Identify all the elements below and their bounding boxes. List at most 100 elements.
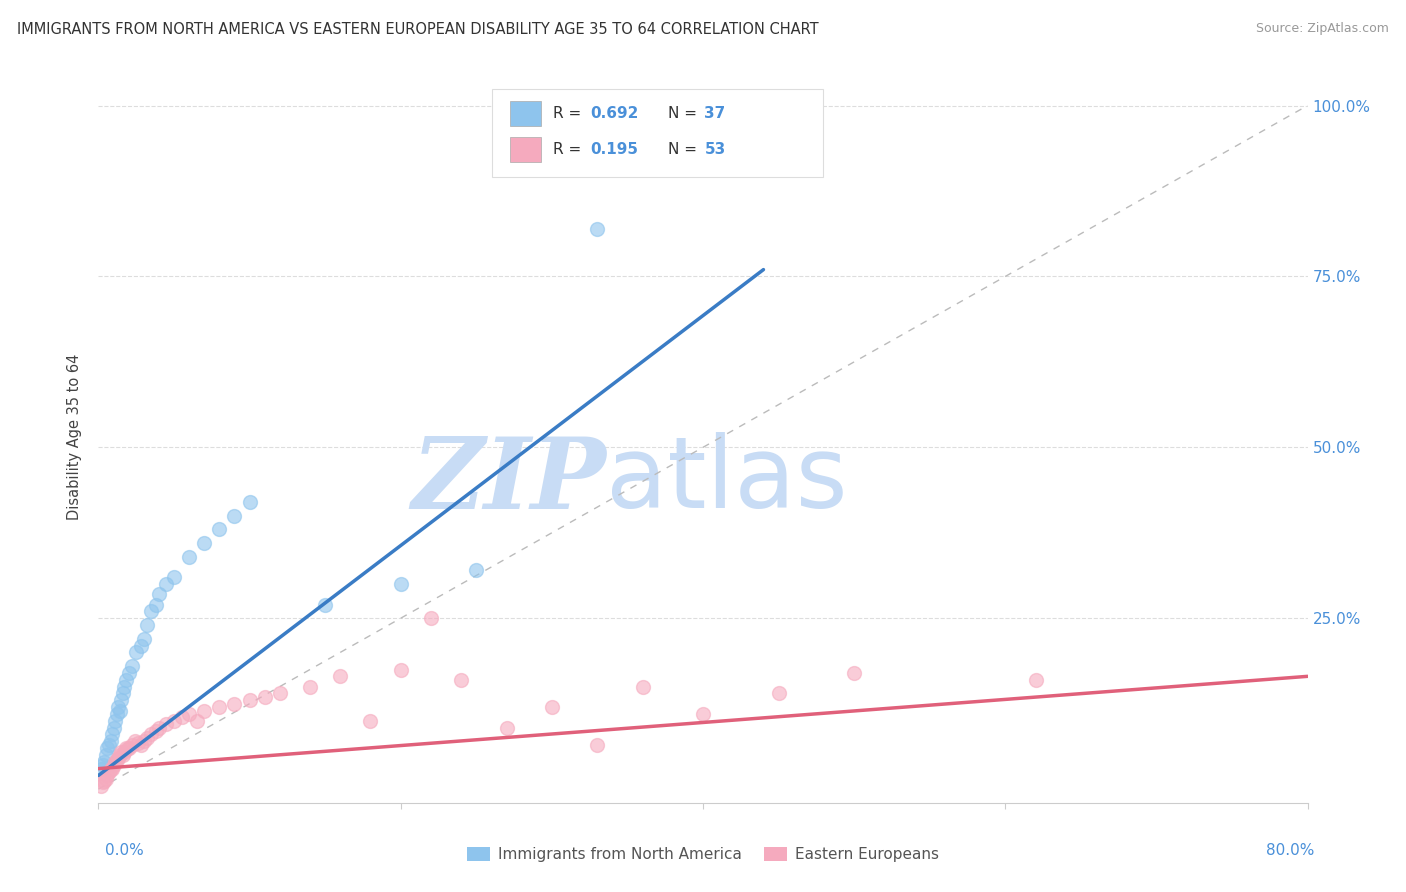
Point <box>163 570 186 584</box>
Point <box>450 673 472 687</box>
Text: 0.692: 0.692 <box>591 106 638 120</box>
Point <box>98 738 121 752</box>
Point <box>93 755 115 769</box>
Legend: Immigrants from North America, Eastern Europeans: Immigrants from North America, Eastern E… <box>461 841 945 868</box>
Point <box>239 693 262 707</box>
Point <box>101 762 124 776</box>
Point <box>103 758 125 772</box>
Point <box>540 700 562 714</box>
Point <box>98 765 121 780</box>
Point <box>179 549 201 564</box>
Point <box>148 721 170 735</box>
Point <box>208 522 231 536</box>
Point <box>495 721 517 735</box>
Text: Source: ZipAtlas.com: Source: ZipAtlas.com <box>1256 22 1389 36</box>
Point <box>314 598 336 612</box>
Point <box>114 673 136 687</box>
Point <box>692 706 714 721</box>
Point <box>100 762 122 776</box>
Point <box>91 758 114 772</box>
Point <box>114 741 136 756</box>
Point <box>107 751 129 765</box>
Point <box>96 741 118 756</box>
Point <box>121 659 143 673</box>
Text: 0.195: 0.195 <box>591 143 638 157</box>
Point <box>127 736 149 750</box>
Point <box>631 680 654 694</box>
Point <box>94 772 117 786</box>
Point <box>193 536 215 550</box>
Point <box>107 700 129 714</box>
Point <box>208 700 231 714</box>
Point <box>103 721 125 735</box>
Text: 37: 37 <box>704 106 725 120</box>
Point <box>94 747 117 762</box>
Text: atlas: atlas <box>606 433 848 530</box>
Text: ZIP: ZIP <box>412 433 606 529</box>
Point <box>93 773 115 788</box>
Point <box>389 663 412 677</box>
Point <box>844 665 866 680</box>
Point <box>125 645 148 659</box>
Point <box>155 577 177 591</box>
Text: 80.0%: 80.0% <box>1267 843 1315 858</box>
Point <box>329 669 352 683</box>
Point <box>118 741 141 756</box>
Point <box>129 639 152 653</box>
Point <box>108 704 131 718</box>
Point <box>1024 673 1046 687</box>
Point <box>129 738 152 752</box>
Text: 53: 53 <box>704 143 725 157</box>
Point <box>135 618 157 632</box>
Point <box>420 611 443 625</box>
Point <box>100 734 122 748</box>
Point <box>155 717 177 731</box>
Text: R =: R = <box>553 106 586 120</box>
Point <box>768 686 790 700</box>
Point <box>110 745 132 759</box>
Point <box>101 727 124 741</box>
Point <box>141 727 163 741</box>
Point <box>118 665 141 680</box>
Point <box>105 706 128 721</box>
Text: 0.0%: 0.0% <box>105 843 145 858</box>
Point <box>389 577 412 591</box>
Point <box>239 495 262 509</box>
Point <box>360 714 382 728</box>
Point <box>110 693 132 707</box>
Point <box>586 738 609 752</box>
Point <box>465 563 488 577</box>
Point <box>105 753 128 767</box>
Point <box>145 724 167 739</box>
Point <box>586 221 609 235</box>
Point <box>132 632 155 646</box>
Point <box>115 742 138 756</box>
Point <box>269 686 291 700</box>
Point <box>179 706 201 721</box>
Text: N =: N = <box>668 106 702 120</box>
Point <box>148 587 170 601</box>
Text: N =: N = <box>668 143 702 157</box>
Point <box>224 508 246 523</box>
Point <box>112 680 135 694</box>
Point <box>111 686 134 700</box>
Point <box>112 745 135 759</box>
Point <box>124 734 146 748</box>
Point <box>253 690 276 704</box>
Point <box>186 714 208 728</box>
Point <box>91 775 114 789</box>
Point <box>96 768 118 782</box>
Text: R =: R = <box>553 143 586 157</box>
Point <box>145 598 167 612</box>
Point <box>170 710 193 724</box>
Point <box>224 697 246 711</box>
Point <box>163 714 186 728</box>
Point <box>132 734 155 748</box>
Point <box>193 704 215 718</box>
Y-axis label: Disability Age 35 to 64: Disability Age 35 to 64 <box>67 354 83 520</box>
Point <box>141 604 163 618</box>
Point <box>108 747 131 762</box>
Point <box>299 680 322 694</box>
Point <box>121 738 143 752</box>
Point <box>90 762 112 776</box>
